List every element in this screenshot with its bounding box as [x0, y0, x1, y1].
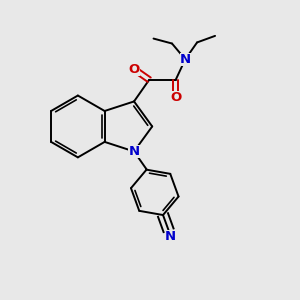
Text: N: N — [165, 230, 176, 243]
Text: O: O — [129, 63, 140, 76]
Text: O: O — [170, 92, 182, 104]
Text: N: N — [128, 145, 140, 158]
Text: N: N — [180, 53, 191, 66]
